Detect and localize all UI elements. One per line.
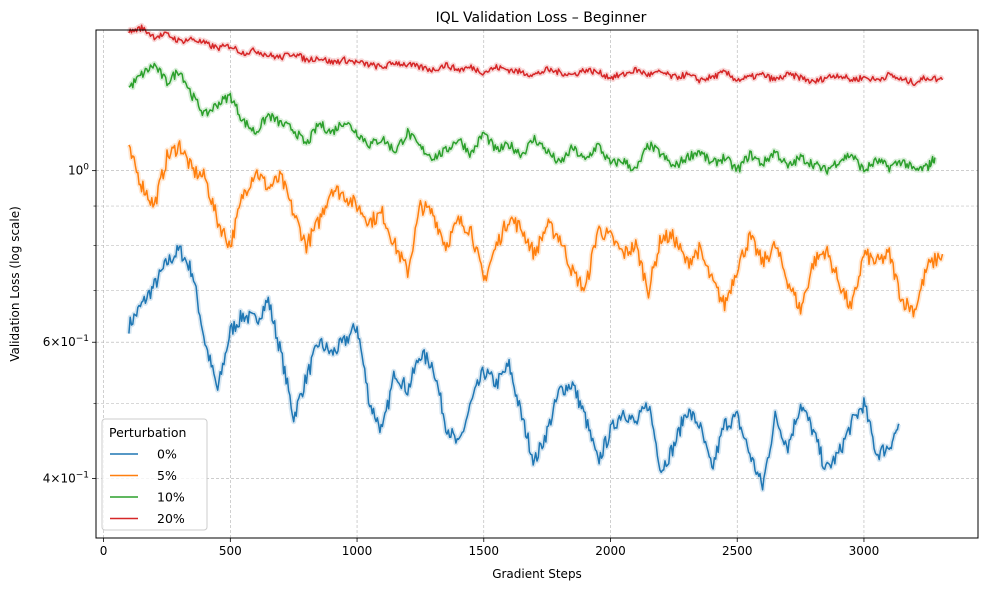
y-tick-label: 100 <box>68 163 89 178</box>
legend: Perturbation 0% 5% 10% 20% <box>101 418 208 531</box>
series-line-10% <box>128 62 936 175</box>
y-axis-title: Validation Loss (log scale) <box>8 206 22 362</box>
grid-lines <box>96 30 978 538</box>
series-line-5% <box>128 140 944 318</box>
legend-label-20%: 20% <box>157 511 185 526</box>
legend-items: 0% 5% 10% 20% <box>110 447 185 526</box>
y-axis-ticks: 4×10−1 6×10−1 100 <box>43 163 96 485</box>
plot-frame <box>95 29 979 539</box>
chart-title: IQL Validation Loss – Beginner <box>436 10 647 26</box>
plot-area <box>96 30 978 538</box>
legend-label-5%: 5% <box>157 468 177 483</box>
series-line-0% <box>128 244 900 491</box>
x-axis-title: Gradient Steps <box>492 567 582 581</box>
y-tick-label: 4×10−1 <box>43 470 89 485</box>
x-tick-label: 2000 <box>595 544 626 558</box>
series-line-20% <box>128 24 944 86</box>
x-axis-ticks: 0 500 1000 1500 2000 2500 3000 <box>100 538 879 558</box>
x-tick-label: 2500 <box>722 544 753 558</box>
x-tick-label: 3000 <box>849 544 880 558</box>
legend-label-0%: 0% <box>157 447 177 462</box>
y-tick-label: 6×10−1 <box>43 334 89 349</box>
legend-title: Perturbation <box>109 425 186 440</box>
x-tick-label: 0 <box>100 544 108 558</box>
x-tick-label: 500 <box>219 544 242 558</box>
x-tick-label: 1000 <box>342 544 373 558</box>
legend-box <box>101 418 208 531</box>
x-tick-label: 1500 <box>469 544 500 558</box>
legend-label-10%: 10% <box>157 490 185 505</box>
series-lines <box>128 24 944 491</box>
